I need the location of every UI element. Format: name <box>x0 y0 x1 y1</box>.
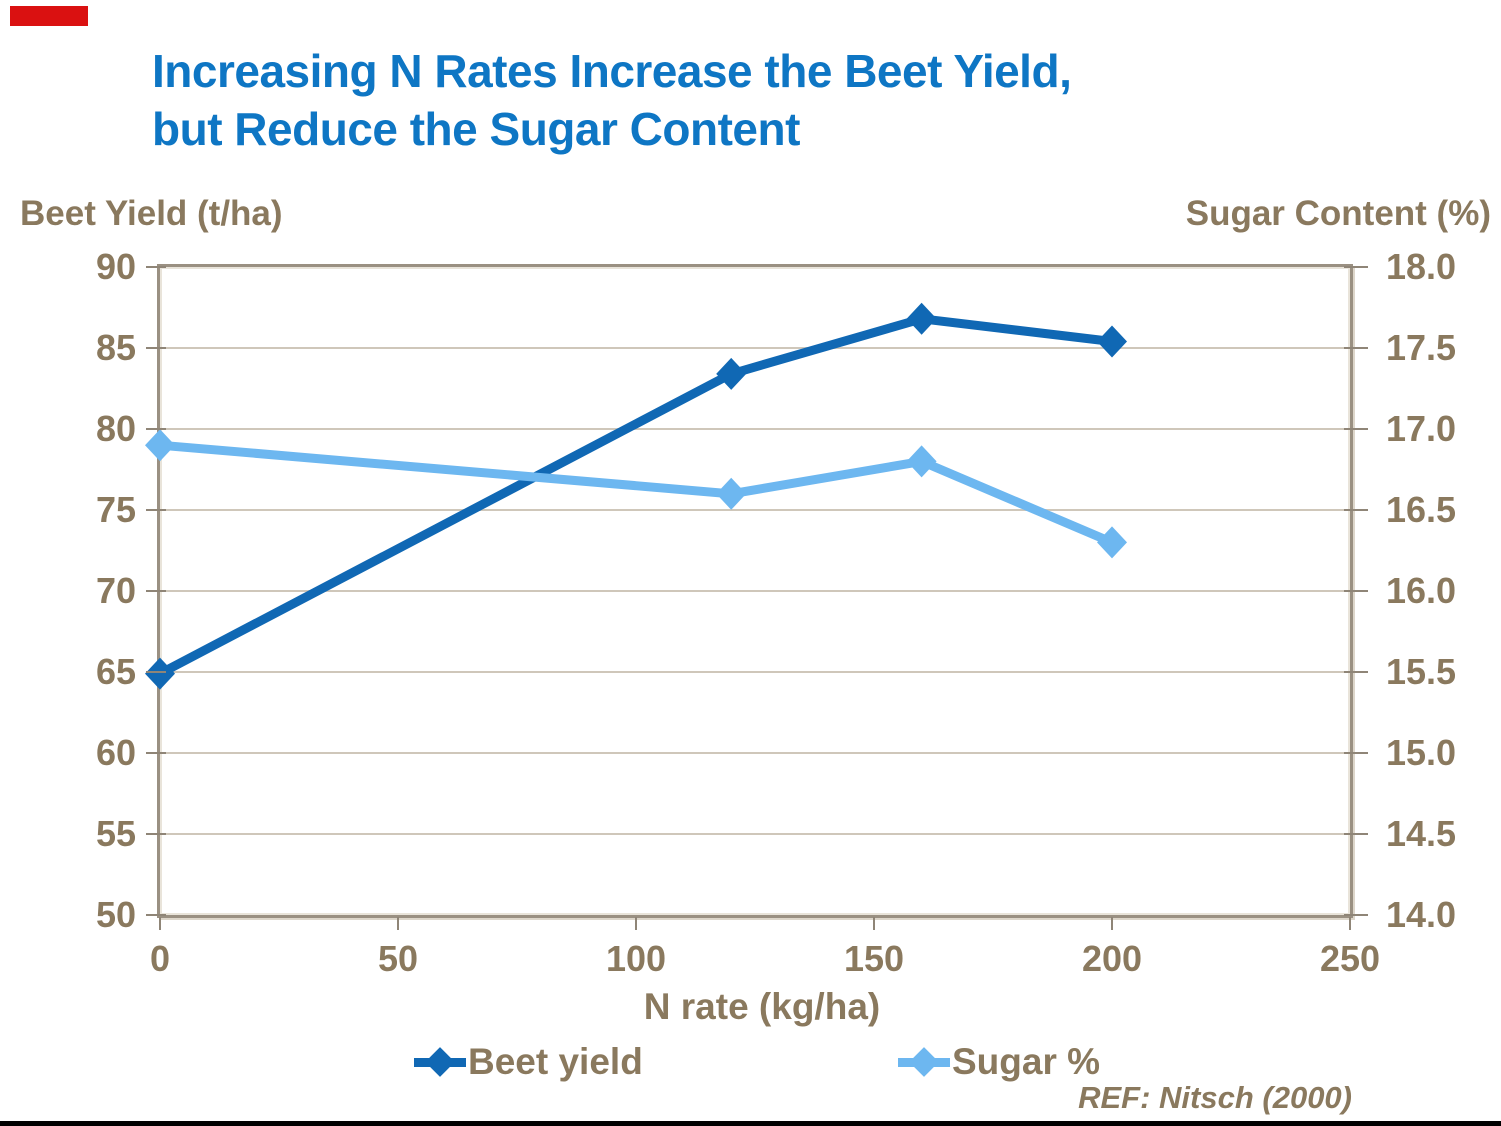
left-axis-tick <box>146 752 166 754</box>
right-axis-tick-label: 17.5 <box>1386 327 1457 368</box>
sugar-legend-marker <box>898 1057 950 1067</box>
left-axis-tick <box>146 914 166 916</box>
legend-item-beet-yield: Beet yield <box>414 1041 643 1082</box>
reference-citation: REF: Nitsch (2000) <box>1078 1080 1352 1115</box>
left-axis-tick <box>146 428 166 430</box>
gridline <box>160 428 1350 430</box>
right-axis-tick-label: 16.5 <box>1386 489 1457 530</box>
left-axis-tick-label: 65 <box>95 651 136 692</box>
beet-yield-marker <box>1097 325 1127 358</box>
x-axis-tick-label: 100 <box>605 938 667 979</box>
x-axis-tick <box>635 917 637 930</box>
gridline <box>160 752 1350 754</box>
right-axis-tick-label: 15.5 <box>1386 651 1457 692</box>
left-axis-tick <box>146 347 166 349</box>
left-axis-tick <box>146 590 166 592</box>
red-accent-bar <box>10 6 88 26</box>
right-axis-tick-label: 16.0 <box>1386 570 1457 611</box>
left-axis-tick-label: 90 <box>95 246 136 287</box>
gridline <box>160 671 1350 673</box>
right-axis-tick <box>1344 914 1368 916</box>
chart-title-line-2: but Reduce the Sugar Content <box>152 103 800 155</box>
bottom-border-line <box>0 1121 1501 1126</box>
sugar--marker <box>906 445 937 478</box>
x-axis-tick-label: 250 <box>1319 938 1381 979</box>
beet-yield-marker <box>145 657 175 690</box>
sugar--marker <box>716 477 747 510</box>
x-axis-tick <box>1111 917 1113 930</box>
sugar--line <box>159 440 1114 547</box>
chart-title-line-1: Increasing N Rates Increase the Beet Yie… <box>152 45 1072 97</box>
left-axis-tick-label: 55 <box>95 813 136 854</box>
x-axis-tick-label: 50 <box>377 938 419 979</box>
gridline <box>160 590 1350 592</box>
right-axis-tick <box>1344 347 1368 349</box>
right-axis-tick <box>1344 590 1368 592</box>
x-axis-tick <box>1349 917 1351 930</box>
x-axis-tick <box>397 917 399 930</box>
right-axis-header: Sugar Content (%) <box>1185 194 1491 233</box>
x-axis-tick <box>873 917 875 930</box>
left-axis-tick <box>146 671 166 673</box>
beet-yield-marker <box>906 302 937 335</box>
beet-yield-legend-marker <box>414 1057 466 1067</box>
beet-yield-legend-label: Beet yield <box>468 1041 643 1082</box>
right-axis-tick-label: 15.0 <box>1386 732 1457 773</box>
x-axis-tick-label: 200 <box>1081 938 1143 979</box>
chart-title: Increasing N Rates Increase the Beet Yie… <box>152 42 1352 158</box>
left-axis-tick-label: 70 <box>95 570 136 611</box>
left-axis-tick <box>146 509 166 511</box>
x-axis-tick-label: 0 <box>149 938 171 979</box>
right-axis-tick <box>1344 266 1368 268</box>
gridline <box>160 347 1350 349</box>
sugar-legend-label: Sugar % <box>952 1041 1101 1082</box>
x-axis-tick <box>159 917 161 930</box>
right-axis-tick <box>1344 428 1368 430</box>
left-axis-tick <box>146 266 166 268</box>
right-axis-tick-label: 18.0 <box>1386 246 1457 287</box>
gridline <box>160 833 1350 835</box>
left-axis-tick <box>146 833 166 835</box>
left-axis-header: Beet Yield (t/ha) <box>20 194 283 233</box>
right-axis-tick <box>1344 833 1368 835</box>
x-axis-title: N rate (kg/ha) <box>643 986 881 1027</box>
x-axis-tick-label: 150 <box>843 938 905 979</box>
left-axis-tick-label: 50 <box>95 894 136 935</box>
left-axis-tick-label: 75 <box>95 489 136 530</box>
left-axis-tick-label: 85 <box>95 327 136 368</box>
right-axis-tick <box>1344 752 1368 754</box>
right-axis-tick <box>1344 509 1368 511</box>
beet-yield-line <box>157 314 1113 678</box>
chart-canvas <box>145 302 1127 690</box>
beet-yield-marker <box>716 357 747 390</box>
legend-item-sugar: Sugar % <box>898 1041 1101 1082</box>
right-axis-tick-label: 14.0 <box>1386 894 1457 935</box>
sugar--marker <box>1097 526 1127 559</box>
left-axis-tick-label: 80 <box>95 408 136 449</box>
sugar--marker <box>145 429 175 462</box>
left-axis-tick-label: 60 <box>95 732 136 773</box>
right-axis-tick-label: 14.5 <box>1386 813 1457 854</box>
right-axis-tick-label: 17.0 <box>1386 408 1457 449</box>
right-axis-tick <box>1344 671 1368 673</box>
gridline <box>160 509 1350 511</box>
